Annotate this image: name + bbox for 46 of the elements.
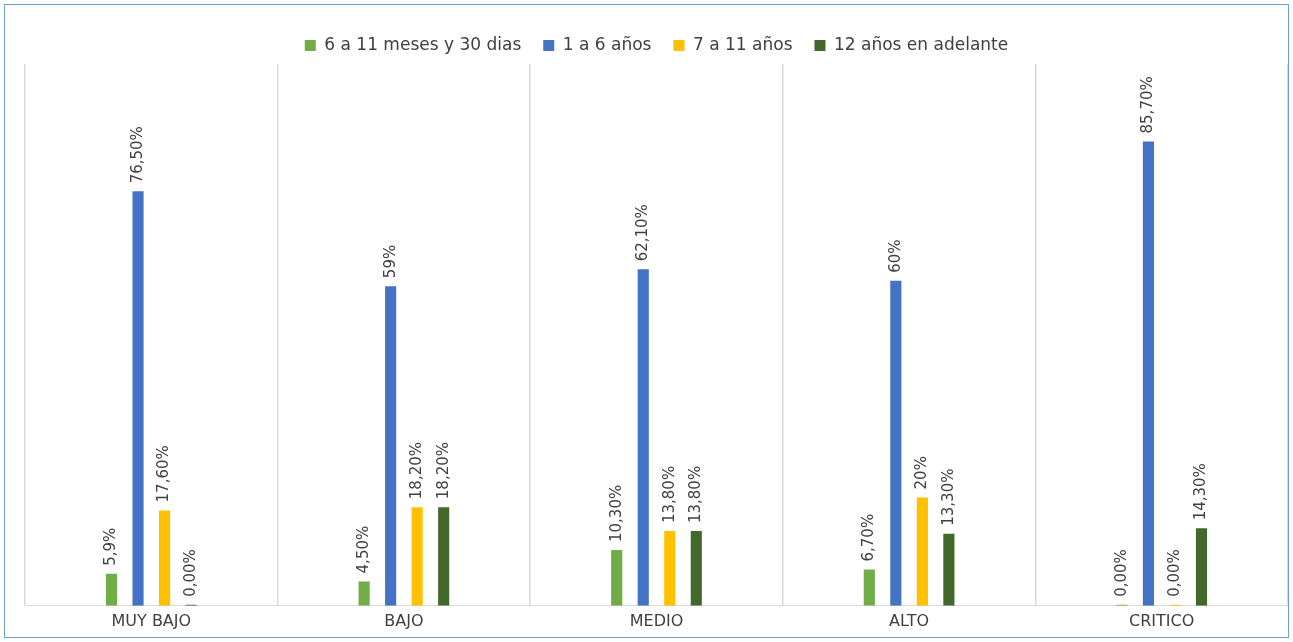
bar	[637, 269, 649, 606]
data-label: 18,20%	[407, 441, 426, 500]
data-label: 0,00%	[1111, 549, 1130, 597]
bar	[943, 533, 955, 606]
legend-label: 6 a 11 meses y 30 dias	[324, 33, 522, 54]
legend-label: 12 años en adelante	[833, 33, 1009, 54]
data-label: 0,00%	[180, 549, 199, 597]
bar	[916, 497, 928, 606]
data-label: 18,20%	[433, 441, 452, 500]
x-tick-label: MUY BAJO	[111, 610, 192, 630]
data-label: 59%	[380, 244, 399, 279]
x-tick-label: BAJO	[384, 610, 424, 630]
x-tick-label: MEDIO	[629, 610, 684, 630]
data-label: 85,70%	[1138, 76, 1157, 134]
bar	[385, 286, 397, 606]
legend-label: 7 a 11 años	[692, 33, 793, 54]
bar	[664, 531, 676, 606]
data-label: 5,9%	[101, 527, 120, 566]
data-label: 14,30%	[1191, 463, 1210, 521]
data-label: 10,30%	[606, 484, 625, 542]
data-label: 4,50%	[354, 525, 373, 574]
bar	[890, 280, 902, 606]
bar	[358, 581, 370, 606]
data-label: 13,30%	[938, 468, 957, 526]
bar	[105, 573, 118, 606]
data-label: 76,50%	[127, 126, 146, 184]
x-tick-label: ALTO	[889, 610, 930, 630]
bar	[411, 507, 423, 606]
data-label: 13,80%	[659, 465, 678, 524]
bar	[1142, 141, 1155, 606]
bar	[438, 507, 450, 606]
legend-label: 1 a 6 años	[562, 33, 652, 54]
bar	[1195, 528, 1208, 606]
bar	[611, 550, 623, 606]
bar	[863, 569, 875, 606]
data-label: 0,00%	[1164, 549, 1183, 597]
bar	[690, 531, 702, 606]
data-label: 62,10%	[633, 204, 652, 262]
x-tick-label: CRITICO	[1129, 610, 1195, 630]
data-label: 6,70%	[859, 513, 878, 562]
bar	[132, 191, 144, 606]
data-label: 17,60%	[154, 445, 173, 503]
bar	[158, 510, 171, 606]
data-label: 20%	[912, 456, 931, 490]
data-label: 13,80%	[686, 465, 705, 524]
data-label: 60%	[885, 239, 904, 273]
